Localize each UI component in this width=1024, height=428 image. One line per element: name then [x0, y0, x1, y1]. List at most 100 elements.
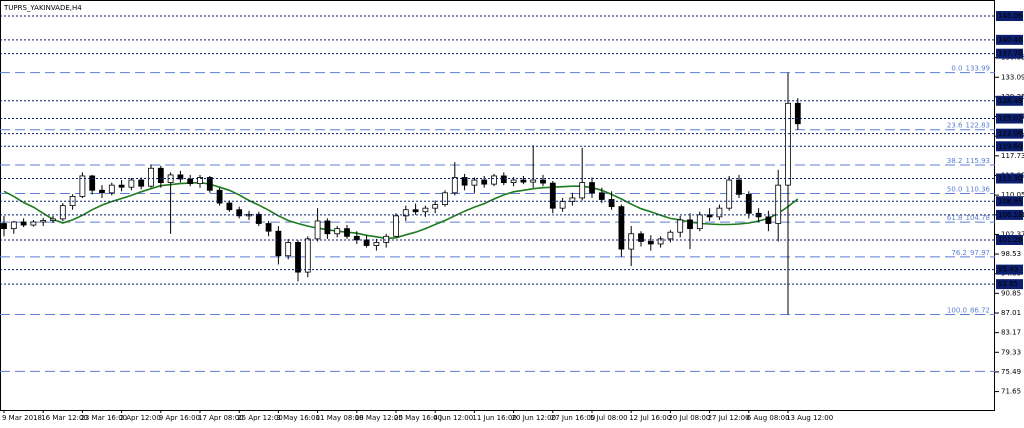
y-tick-label: 79.33 [1001, 348, 1021, 356]
candle-body [334, 228, 341, 235]
x-tick-label: 27 Jul 12:00 [708, 414, 750, 422]
candle-body [10, 221, 17, 230]
candle-body [99, 189, 105, 194]
level-box [996, 264, 1023, 275]
candle-body [736, 179, 742, 195]
y-tick-label: 83.17 [1001, 329, 1021, 337]
level-box [996, 128, 1023, 139]
x-tick-label: 2 Apr 12:00 [120, 414, 161, 422]
candle-body [500, 175, 507, 183]
candle-body [677, 219, 684, 233]
fib-price: 110.36 [966, 186, 991, 194]
candle-body [471, 179, 478, 186]
candle-body [304, 238, 311, 273]
x-tick-label: 17 Apr 08:00 [198, 414, 244, 422]
candle-body [383, 235, 390, 243]
fib-price: 97.97 [970, 249, 990, 257]
candle-body [59, 205, 66, 220]
level-label: 128.49 [998, 97, 1023, 105]
candle-body [314, 220, 321, 240]
fib-label: 38.2 115.93 [947, 157, 990, 165]
level-label: 92.65 [998, 280, 1018, 288]
candle-body [579, 182, 586, 199]
candle-body [589, 182, 595, 194]
fib-level: 61.8 [947, 214, 963, 222]
candle-body [628, 233, 635, 250]
fib-level: 38.2 [947, 157, 963, 165]
candle-body [549, 182, 556, 209]
candle-body [696, 214, 703, 230]
candle-body [687, 219, 693, 230]
level-label: 125.02 [998, 115, 1023, 123]
candle-body [638, 233, 644, 242]
y-tick-label: 75.49 [1001, 368, 1021, 376]
fib-level: 50.0 [947, 186, 963, 194]
level-box [996, 279, 1023, 290]
candle-body [177, 174, 184, 180]
candle-body [363, 239, 370, 246]
candle-body [608, 199, 615, 208]
fib-label: 100.0 86.72 [947, 306, 990, 314]
y-tick-label: 117.73 [1001, 152, 1024, 160]
candle-body [510, 179, 517, 183]
y-tick-label: 102.37 [1001, 230, 1024, 238]
candle-body [618, 206, 625, 250]
candle-body [50, 218, 56, 221]
candle-body [442, 192, 448, 205]
candle-body [559, 201, 566, 209]
x-tick-label: 20 Jun 12:00 [512, 414, 556, 422]
y-tick-label: 90.85 [1001, 289, 1021, 297]
x-tick-label: 23 Mar 16:00 [80, 414, 127, 422]
candle-body [157, 167, 164, 183]
candle-body [422, 207, 429, 213]
candle-body [667, 231, 674, 240]
candle-body [265, 223, 272, 232]
level-label: 140.40 [998, 36, 1023, 44]
candle-body [785, 102, 791, 186]
x-tick-label: 11 May 08:00 [316, 414, 364, 422]
candle-body [1, 223, 7, 230]
candle-body [128, 179, 135, 188]
candle-body [30, 221, 37, 226]
candle-body [598, 192, 605, 200]
candle-body [765, 216, 772, 224]
y-tick-label: 87.01 [1001, 309, 1021, 317]
candle-body [197, 177, 203, 185]
fib-label: 50.0 110.36 [947, 186, 991, 194]
candle-body [775, 184, 782, 224]
level-box [996, 234, 1023, 245]
candle-body [255, 213, 262, 224]
level-box [996, 11, 1023, 22]
candle-body [226, 202, 233, 211]
level-label: 122.06 [998, 130, 1023, 138]
candle-body [657, 238, 664, 245]
x-tick-label: 3 May 16:00 [276, 414, 320, 422]
candle-body [461, 177, 468, 186]
fib-price: 133.99 [966, 65, 991, 73]
level-box [996, 209, 1023, 220]
fib-price: 104.78 [966, 214, 991, 222]
fib-level: 23.6 [947, 122, 963, 130]
x-tick-label: 16 Mar 12:00 [41, 414, 88, 422]
candle-body [373, 242, 380, 246]
candle-body [745, 193, 752, 214]
candle-body [647, 241, 654, 245]
candle-body [520, 179, 527, 183]
moving-average [3, 181, 799, 240]
candle-body [491, 175, 497, 185]
y-tick-label: 71.65 [1001, 388, 1021, 396]
level-label: 137.70 [998, 50, 1023, 58]
x-tick-label: 25 May 16:00 [394, 414, 442, 422]
candle-body [344, 228, 350, 237]
candle-body [324, 220, 331, 235]
candle-body [187, 178, 194, 185]
candle-body [393, 215, 399, 237]
x-tick-label: 27 Jun 16:00 [551, 414, 595, 422]
candle-body [285, 242, 292, 257]
level-box [996, 173, 1023, 184]
x-tick-label: 4 Jun 12:00 [433, 414, 473, 422]
candle-body [540, 179, 546, 184]
fib-price: 86.72 [970, 306, 990, 314]
level-box [996, 34, 1023, 45]
candle-body [353, 235, 360, 241]
